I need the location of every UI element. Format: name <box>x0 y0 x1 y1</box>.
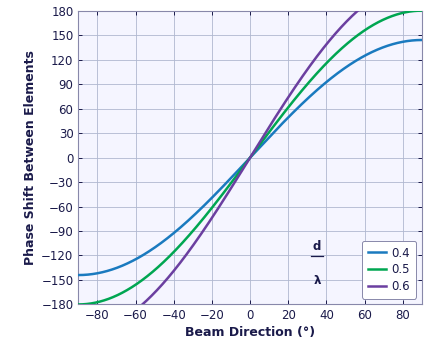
0.4 <box>408 38 414 42</box>
0.4 <box>418 38 424 42</box>
Legend: 0.4, 0.5, 0.6: 0.4, 0.5, 0.6 <box>361 241 415 298</box>
0.4 <box>345 63 351 67</box>
0.6 <box>93 330 98 334</box>
0.5 <box>93 301 98 305</box>
0.4 <box>242 160 247 165</box>
0.6 <box>345 17 351 21</box>
0.4 <box>233 170 238 175</box>
Line: 0.6: 0.6 <box>78 0 421 334</box>
0.4 <box>76 273 81 277</box>
0.5 <box>418 8 424 13</box>
0.5 <box>233 174 238 178</box>
0.6 <box>76 332 81 336</box>
Line: 0.4: 0.4 <box>78 40 421 275</box>
Y-axis label: Phase Shift Between Elements: Phase Shift Between Elements <box>24 50 37 265</box>
0.6 <box>233 178 238 182</box>
0.4 <box>408 38 414 42</box>
0.6 <box>242 163 247 167</box>
0.5 <box>242 162 247 166</box>
Line: 0.5: 0.5 <box>78 11 421 304</box>
0.5 <box>76 302 81 307</box>
X-axis label: Beam Direction (°): Beam Direction (°) <box>184 326 315 339</box>
0.4 <box>93 272 98 276</box>
Text: d: d <box>312 240 321 253</box>
Text: λ: λ <box>313 274 320 287</box>
0.5 <box>408 9 414 13</box>
0.5 <box>345 40 351 44</box>
0.5 <box>408 9 414 13</box>
